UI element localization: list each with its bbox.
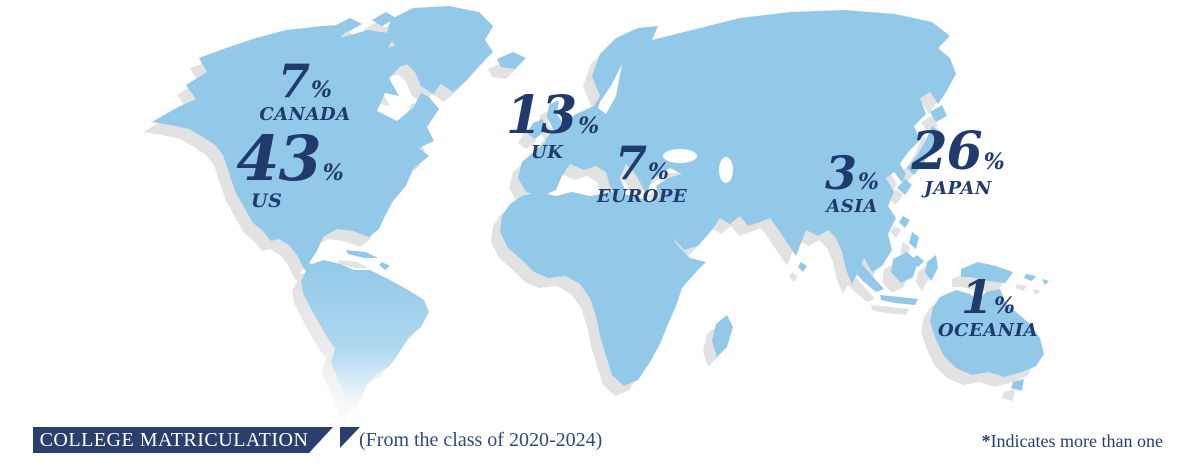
region-name: JAPAN [924, 178, 992, 199]
landmass-greenland [387, 6, 493, 94]
region-label-europe: 7% EUROPE [592, 140, 692, 206]
landmass-pacific-island [1033, 289, 1040, 295]
region-label-asia: 3% ASIA [816, 150, 888, 216]
landmass-borneo [891, 252, 918, 283]
landmass-south-america [301, 260, 429, 412]
region-label-japan: 26% JAPAN [911, 121, 1005, 199]
region-value: 7 [615, 136, 647, 190]
landmass-taiwan [890, 226, 901, 238]
landmass-new-guinea [961, 262, 1013, 283]
footnote-label: Indicates more than one [990, 431, 1163, 451]
landmass-java [880, 295, 918, 305]
percent-sign: % [858, 169, 879, 195]
region-value: 1 [961, 270, 993, 324]
region-name: EUROPE [596, 186, 688, 207]
region-name: CANADA [259, 104, 351, 125]
landmass-ireland [527, 119, 545, 139]
region-value: 13 [505, 85, 577, 146]
land-layer [152, 6, 1049, 412]
landmass-japan [907, 126, 941, 175]
landmass-madagascar [712, 315, 733, 357]
landmass-iceland [497, 52, 526, 69]
landmass-japan [897, 179, 912, 195]
footnote-asterisk: * [981, 431, 991, 451]
footnote-text: *Indicates more than one [982, 429, 1163, 453]
caspian-sea [719, 157, 733, 183]
caption-text: (From the class of 2020-2024) [359, 429, 603, 451]
region-label-us: 43% US [235, 128, 345, 211]
region-label-uk: 13% UK [505, 90, 600, 162]
landmass-eurasia [518, 10, 956, 284]
region-value: 26 [911, 121, 982, 182]
region-name: US [251, 190, 283, 212]
landmass-tasmania [1002, 389, 1015, 401]
landmass-japan [930, 105, 947, 122]
baltic-sea [598, 64, 622, 114]
landmass-java [871, 305, 909, 315]
percent-sign: % [578, 113, 600, 139]
landmass-arctic-island [334, 18, 362, 32]
landmass-taiwan [899, 216, 910, 228]
landmass-philippines [912, 255, 924, 267]
landmass-sicily [610, 197, 622, 207]
landmass-sumatra [849, 254, 884, 292]
landmass-africa [500, 192, 706, 386]
percent-sign: % [311, 77, 332, 103]
landmass-philippines [909, 232, 919, 249]
landmass-sri-lanka [789, 272, 798, 282]
landmass-tasmania [1011, 379, 1024, 391]
region-value: 43 [236, 122, 321, 195]
region-value: 3 [825, 146, 857, 200]
black-sea [663, 149, 697, 163]
percent-sign: % [648, 159, 669, 185]
percent-sign: % [322, 160, 344, 186]
region-label-canada: 7% CANADA [255, 58, 355, 124]
landmass-australia [930, 289, 1044, 377]
landmass-new-guinea [952, 272, 1004, 293]
landmass-pacific-island [1042, 279, 1049, 285]
title-banner-label: COLLEGE MATRICULATION [39, 428, 309, 451]
landmass-caribbean [379, 262, 390, 270]
landmass-caribbean [337, 260, 369, 268]
landmass-caribbean [346, 250, 378, 258]
landmass-pacific-island [1015, 284, 1027, 291]
landmass-sulawesi [925, 255, 938, 281]
title-banner: COLLEGE MATRICULATION [33, 427, 333, 453]
landmass-arctic-island [372, 12, 396, 26]
landmass-japan [888, 189, 903, 205]
landmass-sri-lanka [798, 262, 807, 272]
region-value: 7 [278, 54, 310, 108]
region-name: ASIA [826, 196, 878, 217]
percent-sign: % [983, 149, 1005, 175]
region-label-oceania: 1% OCEANIA [936, 274, 1040, 340]
landmass-pacific-island [1024, 274, 1036, 281]
region-name: OCEANIA [937, 320, 1039, 341]
percent-sign: % [994, 293, 1015, 319]
landmass-north-america [152, 24, 439, 291]
region-name: UK [531, 142, 564, 163]
